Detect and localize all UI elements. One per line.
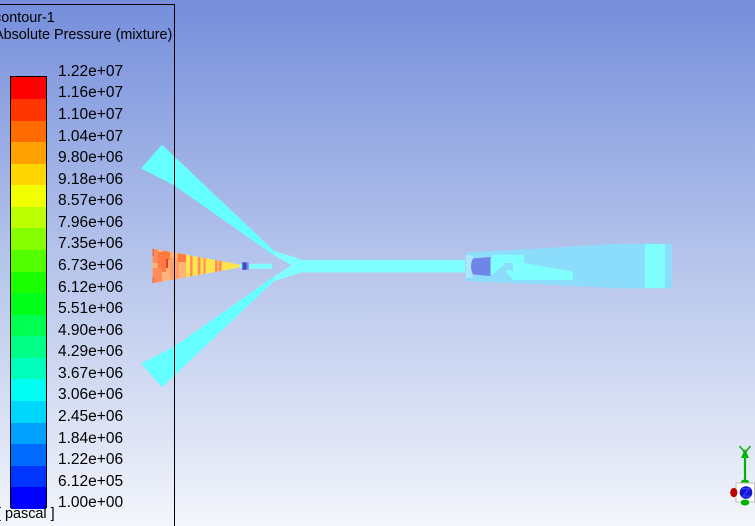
svg-text:Y: Y [743, 451, 748, 458]
